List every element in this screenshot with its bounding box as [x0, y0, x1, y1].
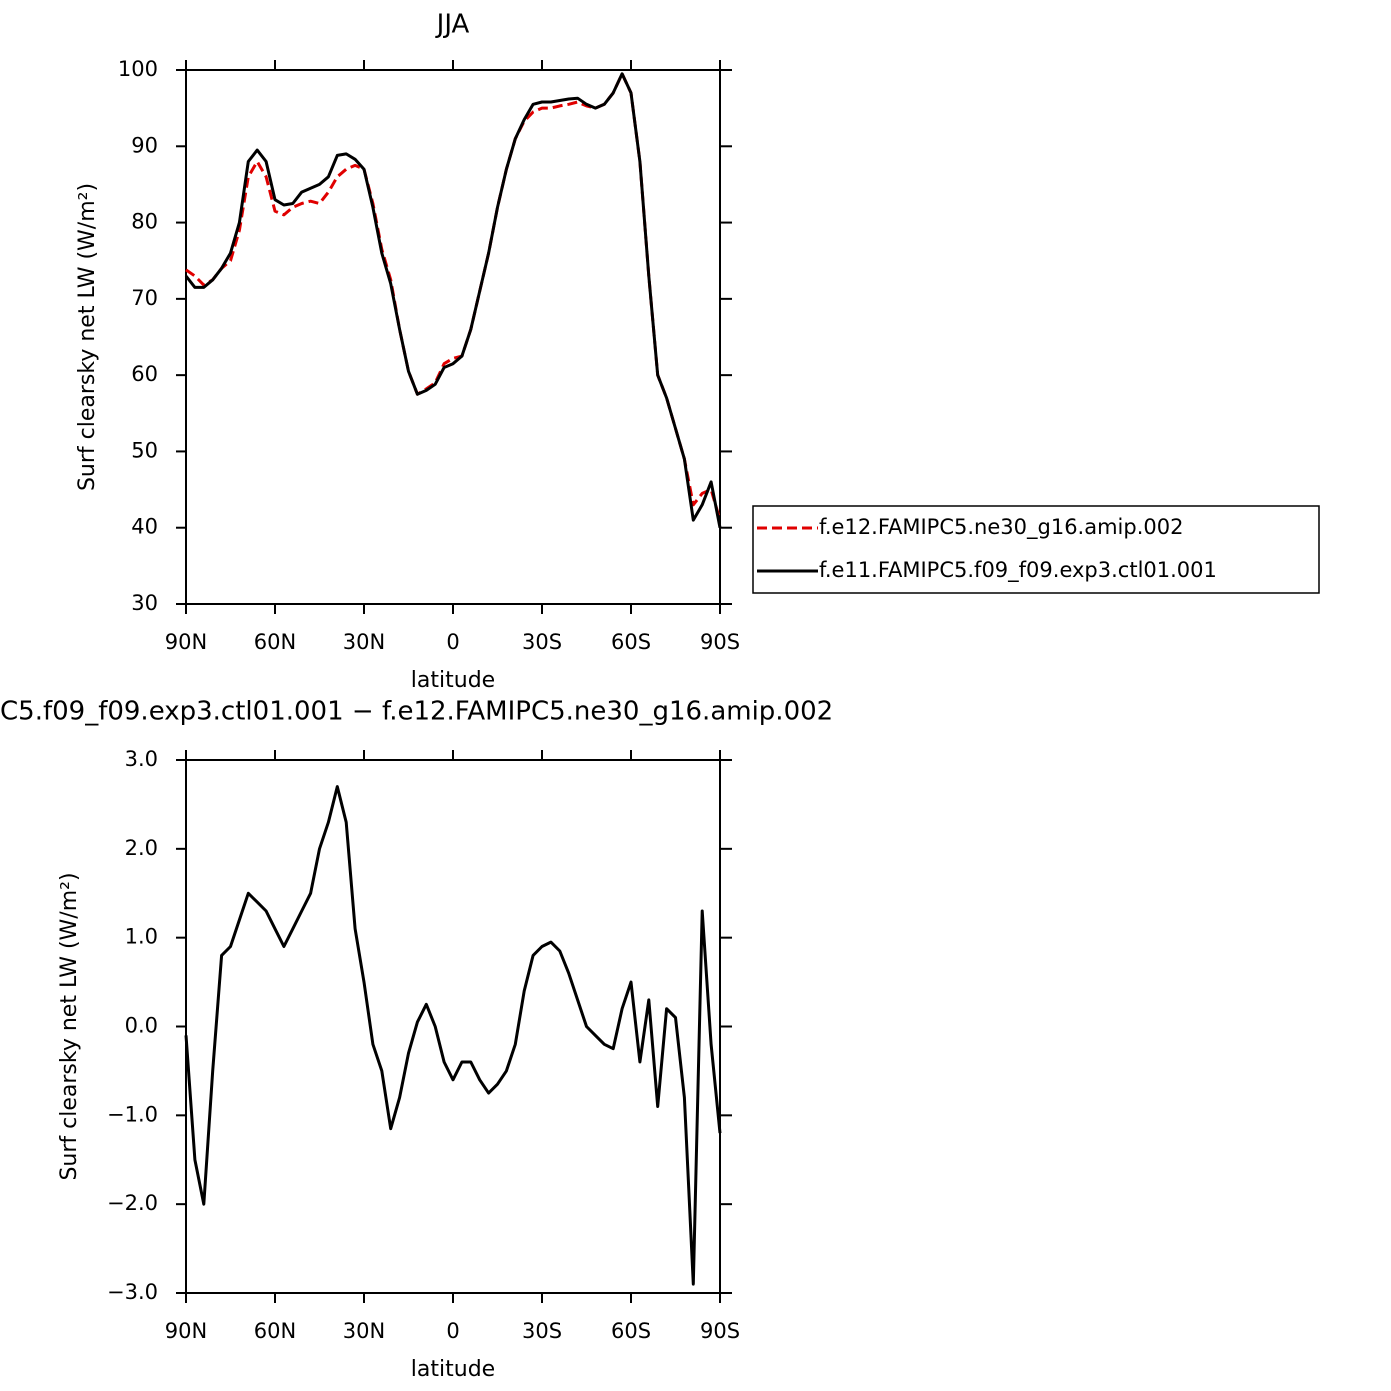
x-tick-label: 30S — [522, 1319, 562, 1343]
x-axis-label: latitude — [411, 1357, 495, 1382]
y-tick-label: 2.0 — [125, 836, 158, 860]
data-line — [184, 785, 722, 1286]
y-tick-label: 80 — [131, 210, 158, 234]
x-tick-label: 60N — [254, 1319, 296, 1343]
y-tick-label: 50 — [131, 438, 158, 462]
x-tick-label: 90N — [165, 630, 207, 654]
y-tick-label: 90 — [131, 133, 158, 157]
chart-title: JJA — [435, 10, 470, 40]
y-tick-label: 40 — [131, 515, 158, 539]
y-tick-label: 100 — [118, 57, 158, 81]
legend-label: f.e11.FAMIPC5.f09_f09.exp3.ctl01.001 — [819, 558, 1217, 583]
x-tick-label: 30N — [343, 1319, 385, 1343]
x-tick-label: 60S — [611, 630, 651, 654]
y-axis-label: Surf clearsky net LW (W/m²) — [75, 183, 100, 491]
x-tick-label: 90N — [165, 1319, 207, 1343]
y-tick-label: 3.0 — [125, 747, 158, 771]
x-tick-label: 60N — [254, 630, 296, 654]
plot-frame — [185, 759, 721, 1294]
y-tick-label: −2.0 — [107, 1191, 158, 1215]
x-tick-label: 90S — [700, 1319, 740, 1343]
chart-title: C5.f09_f09.exp3.ctl01.001 − f.e12.FAMIPC… — [0, 697, 833, 727]
x-tick-label: 30S — [522, 630, 562, 654]
x-tick-label: 0 — [446, 630, 459, 654]
x-tick-label: 30N — [343, 630, 385, 654]
legend-label: f.e12.FAMIPC5.ne30_g16.amip.002 — [819, 515, 1183, 540]
y-tick-label: 0.0 — [125, 1014, 158, 1038]
y-axis-label: Surf clearsky net LW (W/m²) — [57, 872, 82, 1180]
x-tick-label: 90S — [700, 630, 740, 654]
y-tick-label: 1.0 — [125, 925, 158, 949]
x-tick-label: 60S — [611, 1319, 651, 1343]
y-tick-label: 30 — [131, 591, 158, 615]
y-tick-label: −1.0 — [107, 1102, 158, 1126]
data-line — [184, 72, 722, 528]
data-line — [185, 72, 722, 521]
y-tick-label: −3.0 — [107, 1280, 158, 1304]
legend-box — [752, 505, 1320, 594]
y-tick-label: 70 — [131, 286, 158, 310]
x-axis-label: latitude — [411, 668, 495, 693]
x-tick-label: 0 — [446, 1319, 459, 1343]
y-tick-label: 60 — [131, 362, 158, 386]
